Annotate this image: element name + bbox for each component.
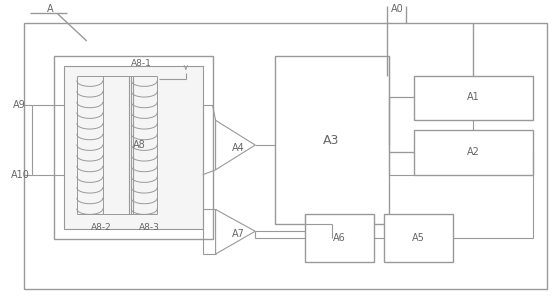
Text: A9: A9 <box>12 101 25 110</box>
Text: A10: A10 <box>11 170 30 180</box>
Text: A8-2: A8-2 <box>91 223 112 232</box>
Text: A1: A1 <box>467 92 480 103</box>
Text: A8-1: A8-1 <box>131 59 152 68</box>
Bar <box>414 76 532 120</box>
Text: A3: A3 <box>323 134 340 147</box>
Text: A5: A5 <box>412 233 425 243</box>
Text: A6: A6 <box>333 233 346 243</box>
Bar <box>384 214 453 262</box>
Text: A4: A4 <box>232 143 245 153</box>
Bar <box>275 56 389 224</box>
Polygon shape <box>216 209 255 254</box>
Text: A0: A0 <box>390 4 403 14</box>
Text: A: A <box>47 4 53 14</box>
Polygon shape <box>216 120 255 170</box>
Bar <box>414 130 532 175</box>
Text: A2: A2 <box>467 147 480 157</box>
Text: A8-3: A8-3 <box>139 223 160 232</box>
Bar <box>25 23 546 289</box>
Bar <box>54 56 213 239</box>
Bar <box>64 66 203 229</box>
Bar <box>305 214 374 262</box>
Text: A8: A8 <box>133 140 146 150</box>
Text: A7: A7 <box>232 229 245 239</box>
